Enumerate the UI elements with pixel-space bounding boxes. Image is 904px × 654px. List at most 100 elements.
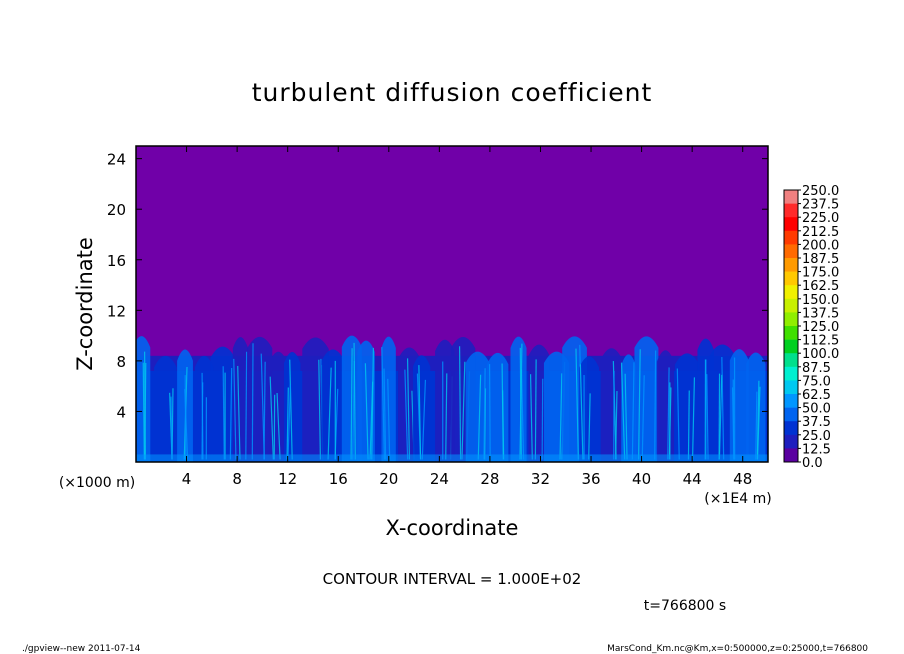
plume-filament [687, 390, 690, 460]
plume [194, 355, 214, 462]
colorbar-swatch [784, 271, 798, 286]
colorbar-swatch [784, 230, 798, 245]
x-tick-label: 36 [581, 470, 600, 488]
time-label: t=766800 s [644, 598, 726, 614]
y-scale-note: (×1000 m) [59, 475, 135, 491]
plume-filament [731, 387, 735, 460]
plume-filament [201, 382, 204, 460]
plume [232, 337, 249, 462]
plume-filament [461, 361, 466, 460]
footer-right: MarsCond_Km.nc@Km,x=0:500000,z=0:25000,t… [607, 644, 868, 654]
plume-filament [387, 378, 391, 460]
y-axis-ticks: 4 8 12 16 20 24 [107, 151, 768, 421]
colorbar-level-label: 87.5 [802, 361, 831, 376]
plume-filament [654, 350, 657, 460]
plume-filament [667, 367, 670, 460]
colorbar-level-label: 100.0 [802, 347, 839, 362]
colorbar-swatch [784, 190, 798, 204]
y-tick-label: 20 [107, 201, 126, 219]
plume-filament [691, 377, 696, 460]
colorbar-swatch [784, 217, 798, 232]
plume-filament [706, 374, 709, 460]
x-tick-label: 8 [232, 470, 242, 488]
plume-filament [144, 351, 146, 460]
colorbar-swatch [784, 203, 798, 218]
plot-frame [135, 145, 769, 463]
colorbar-level-label: 75.0 [802, 374, 831, 389]
colorbar-level-label: 112.5 [802, 334, 839, 349]
plume-filament [418, 365, 422, 460]
colorbar-level-label: 37.5 [802, 415, 831, 430]
plume-filament [263, 361, 266, 460]
plume [435, 339, 455, 462]
plume-filament [641, 375, 645, 460]
plume-filament [318, 359, 321, 460]
plume-filament [289, 359, 293, 460]
plume [283, 352, 301, 462]
plume-filament [458, 346, 462, 460]
plume-filament [142, 362, 145, 460]
plume-filament [638, 349, 641, 460]
plume [210, 346, 236, 462]
colorbar-swatch [784, 407, 798, 422]
plume-filament [668, 387, 672, 460]
y-tick-label: 16 [107, 252, 126, 270]
colorbar-level-label: 0.0 [802, 456, 823, 471]
colorbar-swatch [784, 434, 798, 449]
plume-filament [371, 347, 375, 460]
x-tick-label: 40 [632, 470, 651, 488]
x-axis-ticks: 4 8 12 16 20 24 28 32 36 40 44 48 [182, 146, 752, 488]
plume [746, 352, 766, 462]
colorbar-swatch [784, 285, 798, 300]
plume-filament [579, 364, 584, 460]
x-tick-label: 44 [683, 470, 702, 488]
plume [412, 355, 431, 462]
x-tick-label: 4 [182, 470, 192, 488]
plume-filament [245, 351, 248, 460]
plume-filament [676, 368, 680, 460]
colorbar-swatch [784, 380, 798, 395]
colorbar-swatch [784, 394, 798, 408]
plume-filament [501, 363, 504, 460]
plume-filament [286, 387, 289, 460]
plume-filament [421, 379, 427, 460]
plume-filament [488, 364, 491, 460]
plume [321, 349, 345, 462]
plume-filament [364, 363, 369, 460]
plume-filament [251, 343, 254, 460]
colorbar-swatch [784, 298, 798, 313]
contour-interval-text: CONTOUR INTERVAL = 1.000E+02 [323, 570, 582, 588]
plume [656, 350, 675, 462]
x-tick-label: 12 [278, 470, 297, 488]
x-tick-label: 32 [531, 470, 550, 488]
chart-title: turbulent diffusion coefficient [252, 78, 653, 107]
plume-filament [718, 374, 723, 460]
plume-filament [624, 373, 628, 460]
plume-filament [404, 369, 409, 460]
x-tick-label: 48 [733, 470, 752, 488]
plume [247, 336, 273, 462]
colorbar: 250.0237.5225.0212.5200.0187.5175.0162.5… [783, 184, 839, 471]
footer-left: ./gpview--new 2011-07-14 [22, 644, 141, 654]
colorbar-level-label: 150.0 [802, 293, 839, 308]
plume-filament [588, 393, 591, 460]
plume [465, 351, 490, 462]
plume-filament [484, 388, 487, 460]
colorbar-level-label: 212.5 [802, 225, 839, 240]
plume-filament [477, 374, 482, 460]
plume-filament [529, 374, 533, 460]
plume-filament [222, 366, 225, 460]
y-tick-label: 24 [107, 151, 126, 169]
plume-filament [233, 358, 237, 460]
plume-filament [445, 373, 448, 460]
colorbar-level-label: 200.0 [802, 238, 839, 253]
plume-filament [170, 396, 173, 460]
plume-filament [353, 342, 356, 460]
colorbar-swatch [784, 339, 798, 354]
x-tick-label: 20 [379, 470, 398, 488]
y-tick-label: 8 [116, 353, 126, 371]
y-tick-label: 4 [116, 403, 126, 421]
x-axis-label: X-coordinate [386, 516, 519, 540]
plume-filament [756, 386, 761, 460]
